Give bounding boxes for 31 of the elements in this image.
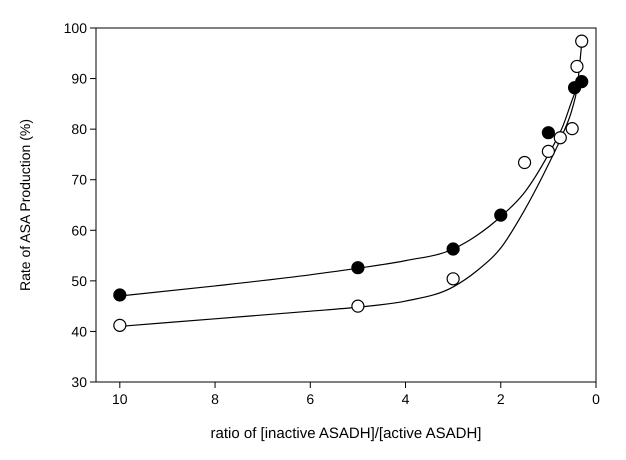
- y-tick-label: 70: [71, 172, 88, 188]
- x-axis-title: ratio of [inactive ASADH]/[active ASADH]: [210, 425, 482, 442]
- point: [351, 300, 365, 313]
- y-tick-label: 30: [71, 374, 88, 390]
- x-tick-label: 2: [496, 391, 505, 407]
- y-tick-label: 80: [71, 121, 88, 138]
- y-tick-label: 90: [71, 70, 88, 87]
- y-axis-title: Rate of ASA Production (%): [17, 119, 33, 291]
- y-tick-label: 60: [71, 222, 88, 238]
- x-tick-label: 6: [306, 391, 314, 407]
- point: [570, 60, 584, 74]
- point: [351, 261, 365, 274]
- point: [113, 288, 126, 302]
- point: [566, 122, 579, 136]
- point: [575, 34, 588, 48]
- x-tick-label: 0: [592, 391, 600, 407]
- point: [542, 144, 555, 158]
- point: [575, 75, 588, 88]
- x-tick-label: 4: [402, 391, 410, 407]
- y-tick-label: 40: [71, 323, 88, 340]
- x-tick-label: 10: [112, 391, 128, 407]
- point: [113, 318, 126, 332]
- y-tick-label: 50: [71, 272, 88, 289]
- x-tick-label: 8: [211, 391, 220, 407]
- point: [446, 272, 460, 286]
- y-tick-label: 100: [64, 20, 88, 36]
- point: [446, 242, 460, 256]
- point: [494, 208, 508, 222]
- point: [518, 156, 532, 170]
- point: [554, 131, 567, 144]
- point: [542, 126, 555, 140]
